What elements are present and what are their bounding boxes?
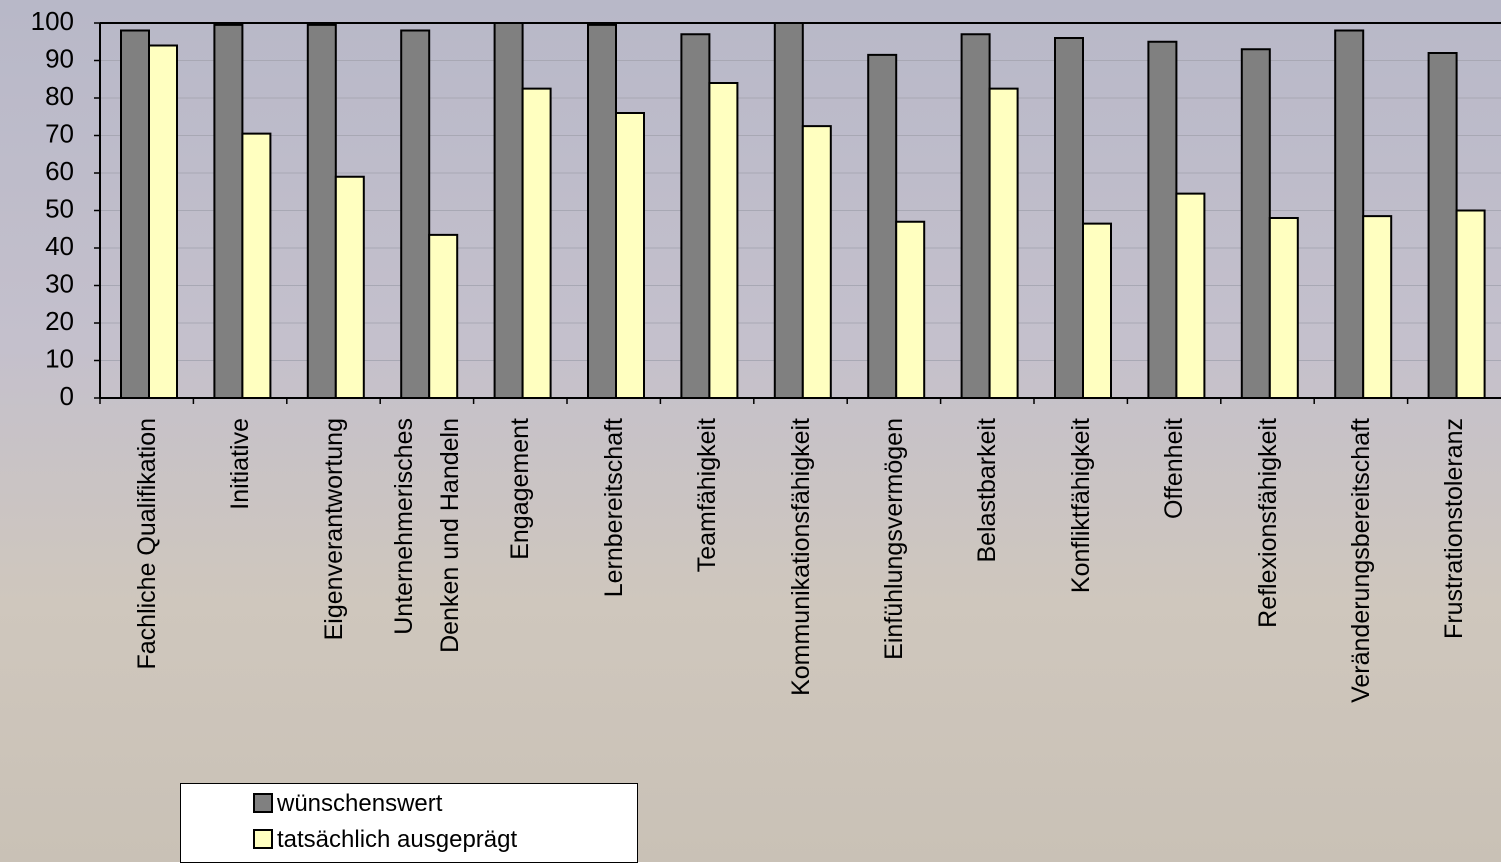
legend-swatch bbox=[253, 793, 273, 813]
x-tick-label: Eigenverantwortung bbox=[319, 418, 348, 641]
bar bbox=[587, 23, 617, 399]
x-tick-label: Engagement bbox=[506, 418, 535, 560]
x-tick-label: Veränderungsbereitschaft bbox=[1346, 418, 1375, 703]
legend-entry: wünschenswert bbox=[253, 790, 442, 818]
x-tick-label: Konfliktfähigkeit bbox=[1066, 418, 1095, 594]
y-tick-label: 30 bbox=[45, 268, 74, 298]
legend-label: wünschenswert bbox=[277, 790, 443, 817]
bar bbox=[241, 132, 272, 399]
x-tick-label: Initiative bbox=[226, 418, 255, 510]
bar bbox=[120, 29, 150, 399]
y-tick-label: 50 bbox=[45, 193, 74, 223]
bar bbox=[960, 33, 991, 399]
bar bbox=[1334, 29, 1365, 399]
legend-entry: tatsächlich ausgeprägt bbox=[253, 826, 517, 854]
x-tick-label: Frustrationstoleranz bbox=[1440, 418, 1469, 639]
bar bbox=[428, 233, 459, 399]
bar bbox=[1175, 192, 1206, 399]
x-tick-label: Kommunikationsfähigkeit bbox=[786, 418, 815, 696]
bar bbox=[1240, 48, 1271, 399]
legend: wünschenswert tatsächlich ausgeprägt bbox=[180, 783, 638, 863]
x-tick-label: Fachliche Qualifikation bbox=[132, 418, 161, 670]
bar bbox=[895, 220, 926, 399]
bar bbox=[148, 44, 178, 399]
bar bbox=[493, 22, 524, 399]
x-tick-label: Belastbarkeit bbox=[973, 418, 1002, 563]
bar bbox=[521, 87, 552, 399]
bar bbox=[801, 125, 832, 399]
y-tick-label: 90 bbox=[45, 43, 74, 73]
y-tick-label: 70 bbox=[45, 118, 74, 148]
bar bbox=[773, 22, 804, 399]
bar bbox=[708, 82, 739, 399]
x-tick-label: Lernbereitschaft bbox=[599, 418, 628, 598]
legend-label: tatsächlich ausgeprägt bbox=[277, 826, 518, 853]
y-tick-label: 100 bbox=[31, 6, 74, 36]
y-tick-label: 10 bbox=[45, 343, 74, 373]
bar bbox=[1455, 209, 1486, 399]
x-tick-label: Unternehmerisches Denken und Handeln bbox=[389, 418, 464, 653]
x-tick-label: Offenheit bbox=[1160, 418, 1189, 520]
y-tick-label: 80 bbox=[45, 81, 74, 111]
y-tick-label: 20 bbox=[45, 306, 74, 336]
bar bbox=[680, 33, 711, 399]
bar bbox=[306, 23, 337, 399]
x-tick-label: Reflexionsfähigkeit bbox=[1253, 418, 1282, 628]
bar bbox=[1268, 217, 1299, 399]
bar bbox=[400, 29, 431, 399]
x-tick-label: Teamfähigkeit bbox=[693, 418, 722, 573]
bar bbox=[213, 23, 244, 399]
legend-swatch bbox=[253, 829, 273, 849]
bar bbox=[1362, 215, 1393, 399]
bar bbox=[1427, 52, 1458, 399]
bar bbox=[1054, 37, 1084, 399]
y-tick-label: 60 bbox=[45, 156, 74, 186]
y-tick-label: 0 bbox=[60, 381, 74, 411]
y-tick-label: 40 bbox=[45, 231, 74, 261]
bar bbox=[1147, 40, 1178, 399]
bar bbox=[334, 175, 365, 399]
bar bbox=[867, 53, 898, 399]
x-tick-label: Einfühlungsvermögen bbox=[879, 418, 908, 660]
bar bbox=[1082, 222, 1112, 399]
bar bbox=[988, 87, 1019, 399]
bar bbox=[615, 112, 645, 399]
